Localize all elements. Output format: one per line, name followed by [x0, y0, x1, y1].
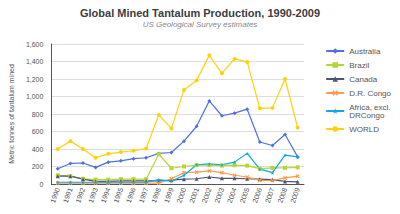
svg-text:Canada: Canada: [349, 75, 378, 84]
svg-text:1992: 1992: [74, 187, 86, 204]
svg-text:200: 200: [32, 163, 44, 170]
svg-text:1998: 1998: [150, 187, 162, 204]
svg-text:Brazil: Brazil: [349, 61, 369, 70]
svg-text:1999: 1999: [163, 187, 175, 204]
svg-text:1994: 1994: [100, 187, 112, 204]
svg-text:1,200: 1,200: [26, 76, 44, 83]
svg-text:1991: 1991: [62, 187, 74, 204]
svg-text:2000: 2000: [175, 187, 187, 204]
svg-text:2004: 2004: [226, 187, 238, 204]
svg-text:1997: 1997: [138, 187, 150, 204]
svg-text:2001: 2001: [188, 187, 200, 204]
svg-text:2008: 2008: [276, 187, 288, 204]
svg-text:800: 800: [32, 111, 44, 118]
svg-text:400: 400: [32, 146, 44, 153]
svg-text:0: 0: [40, 181, 44, 188]
svg-text:2005: 2005: [239, 187, 251, 204]
svg-text:DRCongo: DRCongo: [349, 111, 385, 120]
svg-text:600: 600: [32, 128, 44, 135]
svg-text:1,600: 1,600: [26, 41, 44, 48]
svg-text:D.R. Congo: D.R. Congo: [349, 89, 391, 98]
svg-text:1,000: 1,000: [26, 93, 44, 100]
svg-text:1990: 1990: [49, 187, 61, 204]
svg-text:1996: 1996: [125, 187, 137, 204]
svg-text:Global Mined Tantalum Producti: Global Mined Tantalum Production, 1990-2…: [80, 7, 320, 19]
svg-text:Metric tonnes of tantalum mine: Metric tonnes of tantalum mined: [8, 64, 15, 164]
svg-text:Australia: Australia: [349, 47, 381, 56]
svg-text:Africa, excl.: Africa, excl.: [349, 102, 391, 112]
svg-text:2009: 2009: [289, 187, 301, 204]
svg-text:US Geological Survey estimates: US Geological Survey estimates: [143, 20, 258, 29]
svg-text:1993: 1993: [87, 187, 99, 204]
svg-text:WORLD: WORLD: [349, 125, 379, 134]
svg-text:2007: 2007: [264, 187, 276, 204]
svg-text:1,400: 1,400: [26, 58, 44, 65]
svg-text:1995: 1995: [112, 187, 124, 204]
svg-text:2006: 2006: [251, 187, 263, 204]
svg-text:2002: 2002: [201, 187, 213, 204]
svg-text:2003: 2003: [213, 187, 225, 204]
